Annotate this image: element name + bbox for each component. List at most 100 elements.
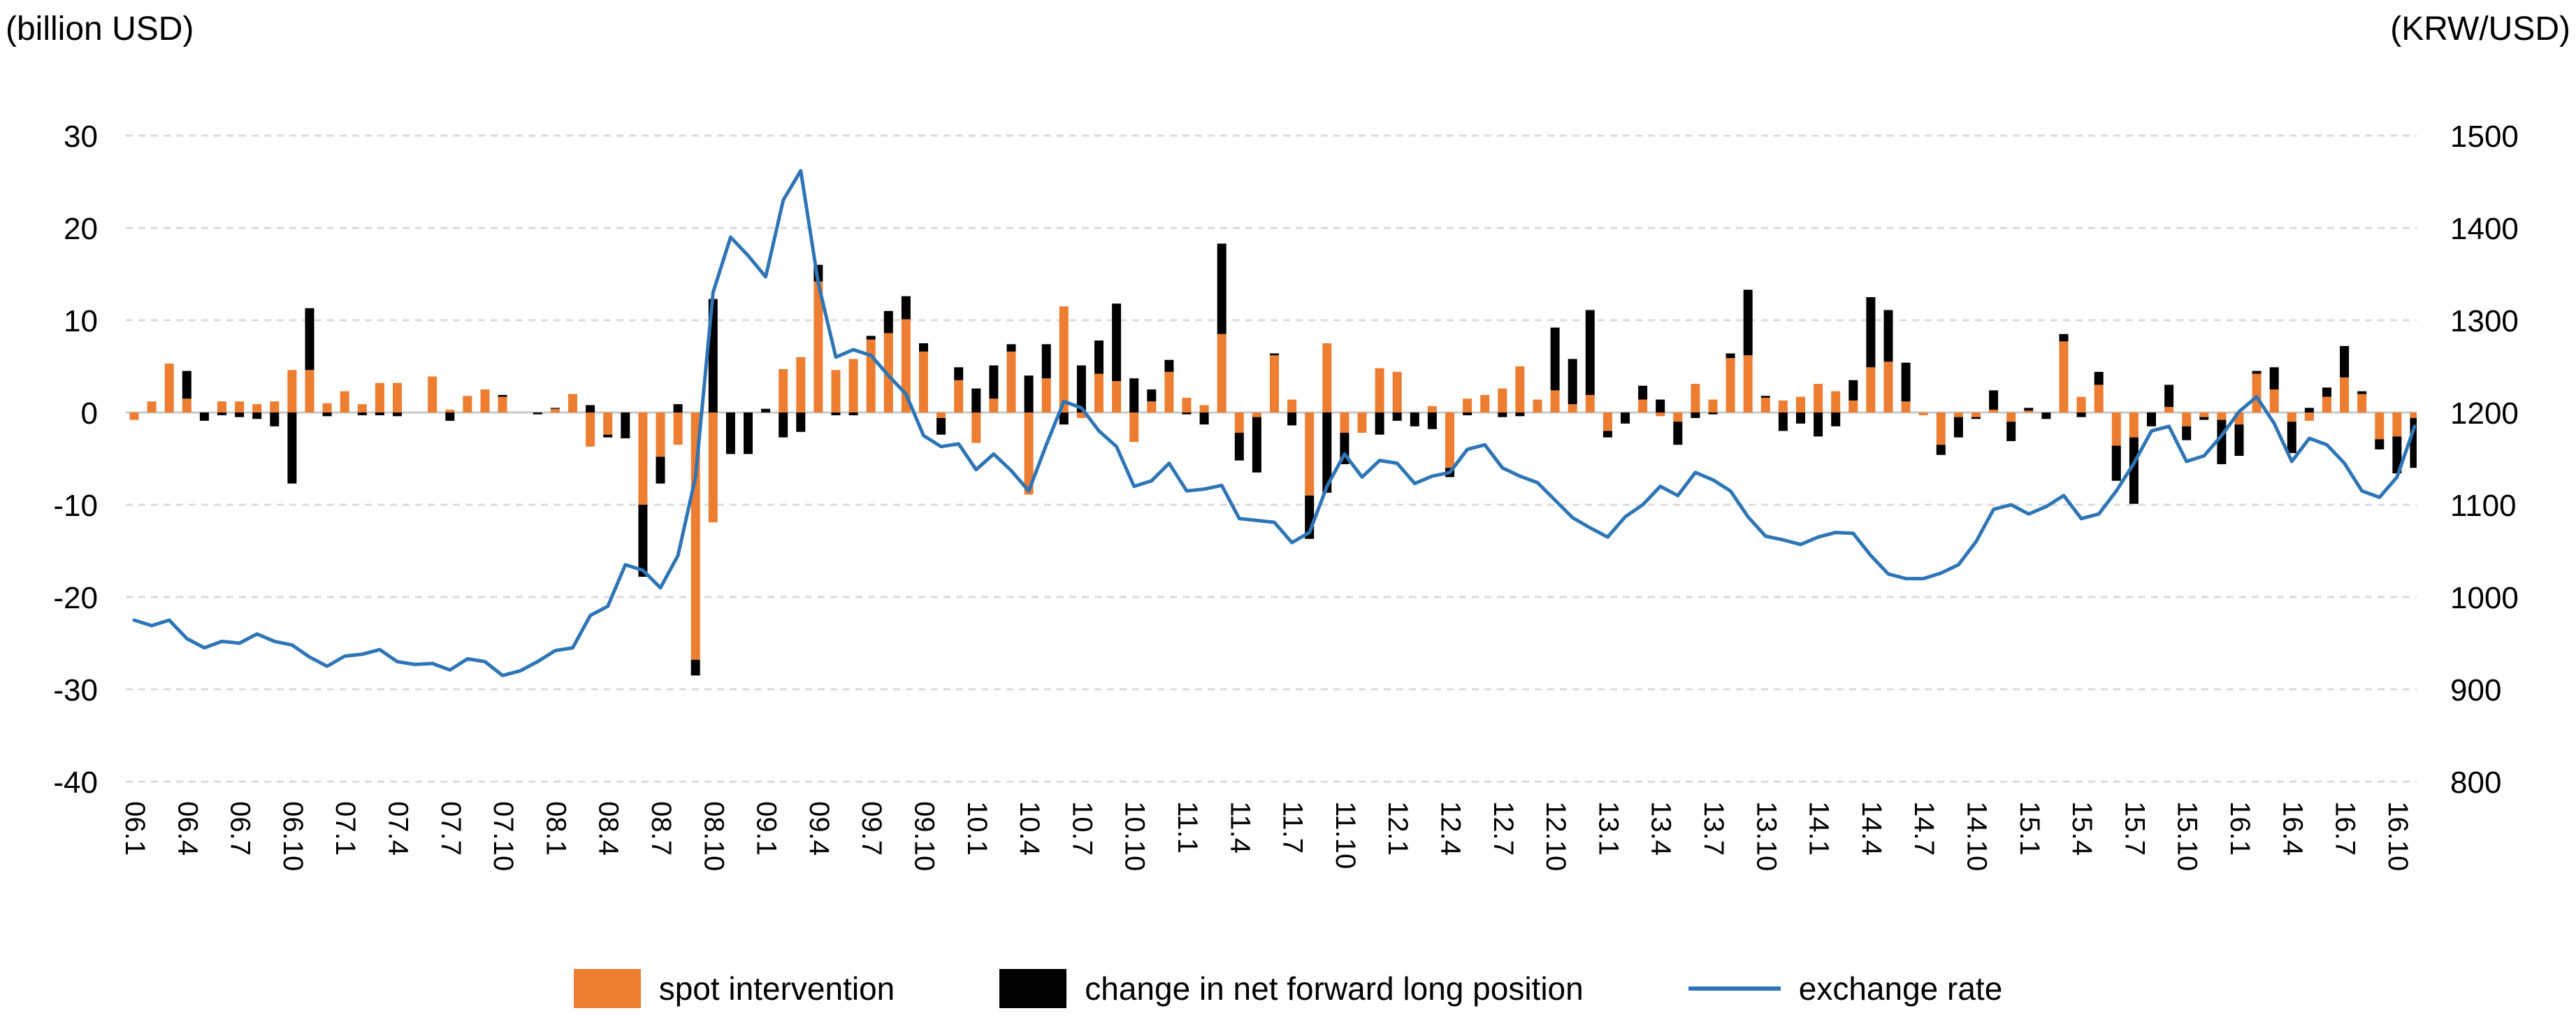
spot-bar: [2375, 412, 2385, 440]
forward-bar: [1673, 422, 1683, 445]
spot-bar: [989, 398, 999, 412]
y-tick-label-right: 1000: [2450, 581, 2519, 615]
spot-bar: [1585, 394, 1595, 412]
spot-bar: [1602, 412, 1612, 431]
forward-bar: [305, 308, 314, 371]
legend: spot intervention change in net forward …: [0, 969, 2576, 1008]
x-tick-label: 15.1: [2014, 801, 2045, 856]
right-axis-title: (KRW/USD): [2390, 10, 2570, 48]
spot-bar: [2287, 412, 2296, 422]
x-tick-label: 07.1: [330, 801, 361, 856]
spot-bar: [1234, 412, 1244, 433]
x-tick-label: 12.4: [1435, 801, 1466, 856]
forward-bar: [2357, 391, 2367, 394]
forward-bar: [1708, 412, 1718, 415]
spot-bar: [305, 370, 314, 412]
y-tick-label-right: 1200: [2450, 396, 2519, 431]
x-tick-label: 08.4: [593, 801, 624, 856]
spot-bar: [1743, 355, 1753, 412]
forward-bar: [2024, 408, 2034, 411]
y-tick-label-right: 1500: [2450, 120, 2519, 154]
forward-bar: [2111, 445, 2121, 481]
forward-bar: [287, 412, 297, 484]
spot-bar: [708, 412, 718, 523]
spot-bar: [1094, 373, 1104, 412]
forward-bar: [1656, 399, 1665, 412]
forward-bar: [2217, 419, 2227, 464]
spot-bar: [1796, 396, 1805, 412]
spot-bar: [1340, 412, 1349, 433]
spot-bar: [1656, 412, 1665, 417]
spot-bar: [2164, 407, 2174, 412]
spot-bar: [1076, 412, 1086, 418]
forward-bar: [1866, 297, 1876, 368]
x-tick-label: 07.4: [383, 801, 414, 856]
forward-bar: [1217, 243, 1227, 334]
y-tick-label-right: 1300: [2450, 304, 2519, 338]
x-tick-label: 06.7: [225, 801, 256, 856]
y-tick-label-right: 900: [2450, 673, 2501, 708]
legend-label-forward-position: change in net forward long position: [1085, 970, 1584, 1007]
y-tick-label-left: 30: [64, 120, 98, 154]
forward-bar: [1971, 417, 1981, 419]
spot-bar: [2357, 394, 2367, 412]
x-tick-label: 06.4: [172, 801, 203, 856]
spot-bar: [2111, 412, 2121, 446]
forward-bar: [989, 365, 999, 399]
forward-bar: [1568, 359, 1577, 405]
forward-bar: [1410, 412, 1419, 426]
forward-bar: [1270, 353, 1279, 356]
x-tick-label: 15.10: [2172, 801, 2203, 871]
forward-bar: [2041, 412, 2051, 419]
spot-bar: [393, 382, 402, 412]
x-tick-label: 10.10: [1120, 801, 1150, 871]
x-tick-label: 15.4: [2067, 801, 2097, 856]
x-tick-label: 16.10: [2382, 801, 2413, 871]
spot-bar: [1918, 412, 1928, 415]
spot-bar: [1814, 384, 1823, 412]
y-tick-label-left: 20: [64, 212, 98, 246]
spot-bar: [2340, 377, 2350, 412]
spot-bar: [1515, 366, 1525, 412]
forward-bar: [1989, 390, 1999, 410]
forward-bar: [1515, 412, 1525, 417]
forward-bar: [1287, 412, 1297, 426]
spot-bar: [831, 370, 841, 412]
spot-bar: [147, 401, 157, 412]
spot-bar: [1357, 412, 1367, 433]
spot-bar: [428, 376, 437, 412]
forward-bar: [322, 412, 332, 417]
spot-bar: [2217, 412, 2227, 420]
spot-bar: [1725, 358, 1735, 412]
spot-bar: [1445, 412, 1454, 468]
spot-bar: [638, 412, 648, 505]
spot-bar: [2094, 385, 2104, 412]
x-tick-label: 09.1: [751, 801, 782, 856]
forward-bar: [2392, 436, 2402, 474]
legend-label-spot-intervention: spot intervention: [658, 970, 895, 1007]
spot-bar: [1305, 412, 1315, 496]
forward-bar: [2147, 412, 2156, 426]
spot-bar: [1691, 384, 1700, 412]
x-tick-label: 10.7: [1066, 801, 1097, 856]
spot-bar: [848, 359, 858, 412]
spot-bar: [1463, 398, 1472, 412]
forward-bar: [1743, 289, 1753, 356]
spot-bar: [375, 382, 384, 412]
x-tick-label: 16.7: [2330, 801, 2361, 856]
x-tick-label: 08.1: [540, 801, 571, 856]
spot-bar: [235, 401, 245, 412]
forward-bar: [1550, 327, 1560, 391]
spot-bar: [1375, 368, 1384, 412]
spot-bar: [445, 410, 455, 412]
forward-bar: [2006, 422, 2016, 441]
forward-bar: [182, 371, 191, 399]
spot-bar: [270, 401, 280, 412]
x-tick-label: 06.1: [120, 801, 150, 856]
forward-bar: [2410, 417, 2417, 468]
spot-bar: [1059, 306, 1069, 412]
y-tick-label-left: -40: [53, 766, 98, 800]
forward-bar: [2059, 333, 2069, 342]
forward-bar: [533, 412, 542, 415]
forward-bar: [375, 412, 384, 415]
